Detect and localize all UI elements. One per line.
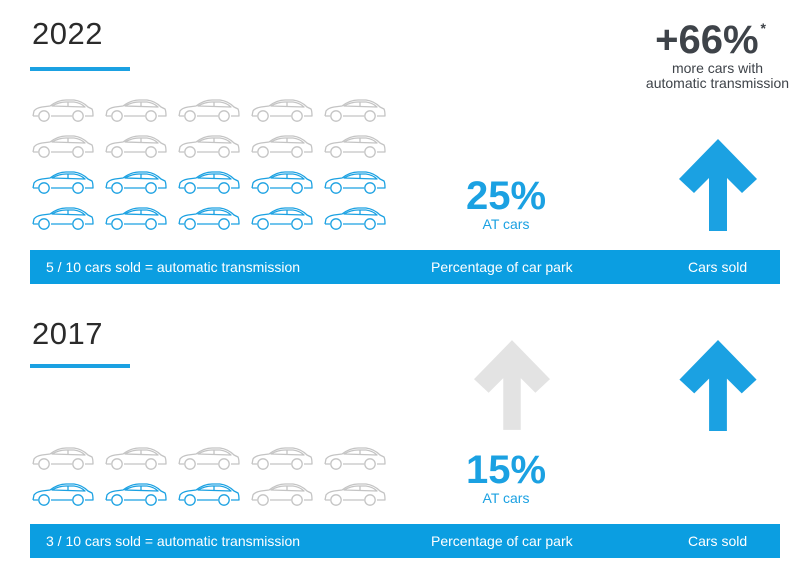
- percentage-2017: 15%: [465, 448, 547, 492]
- car-icon: [324, 99, 386, 122]
- car-icon: [105, 483, 167, 506]
- headline-line-2: automatic transmission: [645, 75, 790, 91]
- car-icon: [178, 99, 240, 122]
- year-2022-title: 2022: [32, 16, 103, 51]
- car-icon: [324, 483, 386, 506]
- car-icon: [251, 171, 313, 194]
- car-grid-2017: [32, 447, 386, 506]
- car-icon: [105, 99, 167, 122]
- bar-stat-2022: 5 / 10 cars sold = automatic transmissio…: [46, 259, 301, 275]
- bar-col-percentage-2017: Percentage of car park: [431, 533, 573, 549]
- year-2022-rule: [30, 67, 130, 71]
- car-icon: [32, 447, 94, 470]
- car-icon: [32, 171, 94, 194]
- car-grid-2022: [32, 99, 386, 230]
- car-icon: [178, 171, 240, 194]
- car-icon: [251, 207, 313, 230]
- car-icon: [251, 99, 313, 122]
- car-icon: [105, 447, 167, 470]
- percentage-2022: 25%: [465, 174, 547, 218]
- car-icon: [251, 483, 313, 506]
- year-2017-title: 2017: [32, 316, 103, 351]
- car-icon: [251, 135, 313, 158]
- bar-col-cars-sold-2017: Cars sold: [688, 533, 748, 549]
- percentage-2017-label: AT cars: [482, 490, 530, 506]
- car-icon: [324, 447, 386, 470]
- car-icon: [178, 447, 240, 470]
- headline-number: +66%: [655, 18, 759, 62]
- car-icon: [324, 135, 386, 158]
- headline-description: more cars with automatic transmission: [630, 61, 805, 91]
- bar-col-cars-sold-2022: Cars sold: [688, 259, 748, 275]
- car-icon: [251, 447, 313, 470]
- up-arrow-icon: [679, 340, 757, 431]
- car-icon: [178, 207, 240, 230]
- car-icon: [324, 171, 386, 194]
- bar-col-percentage-2022: Percentage of car park: [431, 259, 573, 275]
- car-icon: [32, 135, 94, 158]
- year-2017-rule: [30, 364, 130, 368]
- car-icon: [32, 99, 94, 122]
- car-icon: [105, 135, 167, 158]
- bar-stat-2017: 3 / 10 cars sold = automatic transmissio…: [46, 533, 301, 549]
- up-arrow-gray-icon: [474, 340, 550, 430]
- car-icon: [32, 207, 94, 230]
- car-icon: [32, 483, 94, 506]
- headline-line-1: more cars with: [671, 60, 764, 76]
- info-bar-2017: 3 / 10 cars sold = automatic transmissio…: [30, 524, 780, 558]
- car-icon: [324, 207, 386, 230]
- car-icon: [178, 135, 240, 158]
- car-icon: [105, 207, 167, 230]
- up-arrow-icon: [679, 139, 757, 231]
- info-bar-2022: 5 / 10 cars sold = automatic transmissio…: [30, 250, 780, 284]
- headline-asterisk: *: [760, 19, 766, 36]
- headline-value: +66% *: [655, 18, 766, 63]
- car-icon: [178, 483, 240, 506]
- car-icon: [105, 171, 167, 194]
- percentage-2022-label: AT cars: [482, 216, 530, 232]
